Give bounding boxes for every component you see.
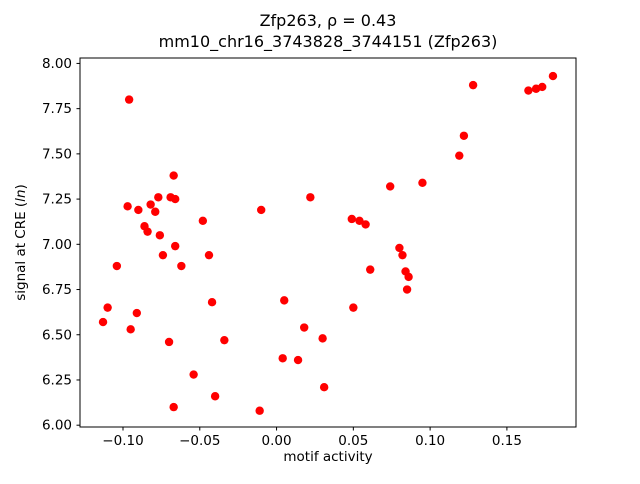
data-point [385,182,395,191]
y-tick-label: 6.00 [42,418,72,434]
data-point [189,370,198,379]
data-point [155,231,165,240]
data-point [468,80,478,90]
data-point [171,241,180,251]
y-axis-label: signal at CRE (ln) [13,184,29,301]
data-point [349,303,358,312]
y-axis-label-suffix: ) [13,184,29,189]
data-point [459,131,469,140]
x-tick-label: 0.00 [262,433,292,449]
data-point [355,216,364,225]
data-point [164,337,174,347]
chart-title-line2: mm10_chr16_3743828_3744151 (Zfp263) [159,32,498,52]
y-tick-label: 8.00 [42,56,72,72]
x-tick-label: 0.15 [492,433,522,449]
data-point [112,261,122,271]
chart-title-line1: Zfp263, ρ = 0.43 [260,11,397,30]
data-point [398,250,407,260]
data-point [361,220,370,229]
data-point [151,207,160,216]
data-point [548,71,558,81]
data-point [126,325,135,334]
x-tick-label: −0.10 [102,433,143,449]
data-point [255,406,264,415]
data-point [154,193,163,202]
data-point [207,297,217,307]
data-point [204,250,214,260]
y-tick-label: 7.00 [42,237,72,253]
data-point [524,86,533,95]
data-point [146,200,155,209]
y-tick-label: 6.50 [42,327,72,343]
data-point [299,323,309,332]
data-point [538,82,547,92]
data-point [318,334,327,343]
data-point [395,243,404,253]
data-point [169,171,178,180]
data-point [171,194,180,204]
y-tick-label: 7.50 [42,146,72,162]
axes-border [79,57,577,428]
y-axis-label-italic: ln [13,189,29,201]
x-axis-ticks: −0.10 −0.05 0.00 0.05 0.10 0.15 [102,427,522,449]
data-point [366,265,375,274]
data-point [169,402,178,412]
data-point [455,151,464,160]
data-point [158,250,168,260]
data-point [198,216,208,225]
data-point [280,296,289,305]
y-tick-label: 7.75 [42,101,72,117]
data-point [123,202,132,211]
data-point [402,285,412,294]
data-point [306,193,315,202]
data-point [124,95,134,104]
data-point [347,214,357,224]
x-tick-label: 0.10 [415,433,445,449]
data-point [418,178,427,188]
data-point [143,227,152,236]
data-point [404,272,413,282]
x-tick-label: 0.05 [338,433,368,449]
x-axis-label: motif activity [283,449,372,465]
x-tick-label: −0.05 [179,433,220,449]
y-tick-label: 7.25 [42,192,72,208]
data-point [177,261,186,271]
data-point [132,308,142,318]
data-point [134,205,143,215]
data-point [98,317,108,327]
y-tick-label: 6.25 [42,372,72,388]
data-point [257,205,266,215]
scatter-points [98,71,558,415]
y-axis-ticks: 6.00 6.25 6.50 6.75 7.00 7.25 7.50 7.75 8.00 [42,56,80,434]
y-tick-label: 6.75 [42,282,72,298]
y-axis-label-prefix: signal at CRE ( [13,202,29,301]
data-point [220,335,229,345]
data-point [319,383,329,392]
data-point [210,392,220,401]
data-point [278,354,287,363]
data-point [103,303,112,312]
data-point [293,355,303,365]
